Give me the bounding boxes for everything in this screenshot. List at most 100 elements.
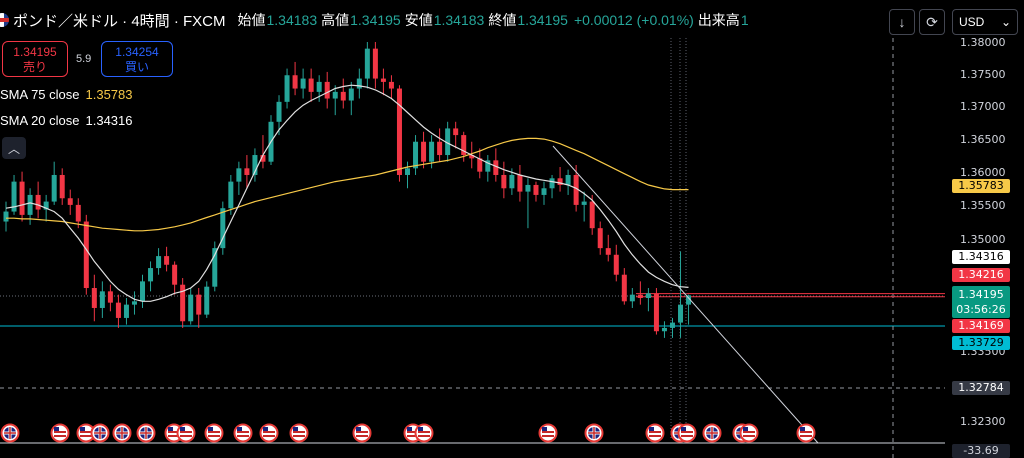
axis-tick: 1.38000 bbox=[960, 36, 1006, 49]
axis-tick: 1.35500 bbox=[960, 199, 1006, 212]
candle-body bbox=[220, 208, 226, 249]
us-flag-icon bbox=[233, 423, 253, 443]
candle-body bbox=[485, 160, 491, 172]
candle-body bbox=[541, 188, 547, 195]
candle-body bbox=[188, 294, 194, 322]
candle-body bbox=[43, 201, 49, 210]
high-price-tag: 1.34216 bbox=[952, 268, 1010, 282]
chevron-up-icon: ︿ bbox=[7, 141, 20, 156]
candle-body bbox=[156, 256, 162, 269]
high-value: 1.34195 bbox=[350, 12, 401, 28]
currency-select[interactable]: USD ⌄ bbox=[952, 9, 1018, 35]
candle-body bbox=[549, 178, 555, 189]
candle-body bbox=[581, 201, 587, 205]
sell-label: 売り bbox=[22, 60, 47, 74]
candle-body bbox=[477, 158, 483, 172]
candle-body bbox=[453, 128, 459, 136]
candle-body bbox=[372, 48, 378, 79]
collapse-legend-button[interactable]: ︿ bbox=[2, 137, 26, 159]
us-flag-icon bbox=[538, 423, 558, 443]
candle-body bbox=[501, 174, 507, 189]
candle-body bbox=[284, 75, 290, 102]
open-value: 1.34183 bbox=[266, 12, 318, 28]
candle-body bbox=[493, 160, 499, 175]
candle-body bbox=[172, 264, 178, 285]
current-price: 1.34195 bbox=[958, 288, 1004, 301]
candle-body bbox=[565, 174, 571, 185]
candle-body bbox=[27, 194, 33, 215]
gb-flag-icon bbox=[0, 423, 20, 443]
gb-us-flag-icon bbox=[0, 13, 9, 27]
us-flag-icon bbox=[50, 423, 70, 443]
candle-body bbox=[140, 281, 146, 302]
candle-body bbox=[244, 168, 250, 175]
candle-body bbox=[557, 178, 563, 185]
candle-body bbox=[605, 248, 611, 255]
candle-body bbox=[469, 155, 475, 159]
candle-body bbox=[678, 304, 684, 323]
candle-body bbox=[164, 256, 170, 265]
candle-body bbox=[597, 228, 603, 249]
low-price-tag: 1.34169 bbox=[952, 319, 1010, 333]
symbol-title[interactable]: ポンド／米ドル · 4時間 · FXCM bbox=[13, 12, 226, 30]
buy-price: 1.34254 bbox=[115, 45, 159, 59]
replay-button[interactable]: ⟳ bbox=[919, 9, 945, 35]
candle-body bbox=[445, 128, 451, 156]
candle-body bbox=[180, 284, 186, 322]
candle-body bbox=[533, 184, 539, 195]
candle-body bbox=[413, 141, 419, 169]
candle-body bbox=[429, 141, 435, 162]
candle-body bbox=[308, 78, 314, 92]
spread-value: 5.9 bbox=[76, 53, 92, 65]
candle-body bbox=[300, 78, 306, 89]
axis-tick: 1.37000 bbox=[960, 100, 1006, 113]
candle-body bbox=[517, 174, 523, 192]
us-flag-icon bbox=[76, 423, 96, 443]
candle-body bbox=[509, 174, 515, 189]
close-label: 終値 bbox=[488, 12, 517, 28]
buy-label: 買い bbox=[124, 60, 149, 74]
us-flag-icon bbox=[677, 423, 697, 443]
scroll-down-button[interactable]: ↓ bbox=[889, 9, 915, 35]
candle-body bbox=[107, 291, 113, 303]
low-value: 1.34183 bbox=[433, 12, 485, 28]
bar-countdown: 03:56:26 bbox=[956, 303, 1006, 316]
candle-body bbox=[228, 181, 234, 209]
candle-body bbox=[204, 286, 210, 315]
us-flag-icon bbox=[176, 423, 196, 443]
candle-body bbox=[661, 327, 667, 332]
close-value: 1.34195 bbox=[517, 12, 568, 28]
candle-body bbox=[236, 168, 242, 182]
candle-body bbox=[75, 204, 81, 222]
sma75-price-tag: 1.35783 bbox=[952, 179, 1010, 193]
candle-body bbox=[148, 268, 154, 282]
sma75-label: SMA 75 close bbox=[0, 87, 80, 102]
sma75-legend[interactable]: SMA 75 close 1.35783 bbox=[0, 87, 133, 102]
candle-body bbox=[388, 81, 394, 89]
candle-body bbox=[396, 88, 402, 175]
chevron-down-icon: ⌄ bbox=[1000, 15, 1011, 29]
candle-body bbox=[316, 81, 322, 92]
arrow-down-icon: ↓ bbox=[898, 14, 906, 30]
us-flag-icon bbox=[289, 423, 309, 443]
sma20-value: 1.34316 bbox=[85, 113, 133, 128]
gb-flag-icon bbox=[112, 423, 132, 443]
current-price-tag: 1.34195 03:56:26 bbox=[952, 286, 1010, 318]
symbol-header: ポンド／米ドル · 4時間 · FXCM 始値 1.34183 高値 1.341… bbox=[0, 10, 749, 30]
sma20-price-tag: 1.34316 bbox=[952, 250, 1010, 264]
sma20-legend[interactable]: SMA 20 close 1.34316 bbox=[0, 113, 133, 128]
candle-body bbox=[364, 48, 370, 79]
us-flag-icon bbox=[259, 423, 279, 443]
currency-value: USD bbox=[959, 15, 985, 29]
buy-button[interactable]: 1.34254 買い bbox=[101, 41, 173, 77]
candle-body bbox=[99, 291, 105, 308]
candle-body bbox=[123, 304, 129, 318]
us-flag-icon bbox=[645, 423, 665, 443]
candle-body bbox=[437, 141, 443, 156]
sell-button[interactable]: 1.34195 売り bbox=[2, 41, 68, 77]
candle-body bbox=[196, 294, 202, 315]
axis-tick: 1.36500 bbox=[960, 133, 1006, 146]
axis-tick: 1.36000 bbox=[960, 166, 1006, 179]
